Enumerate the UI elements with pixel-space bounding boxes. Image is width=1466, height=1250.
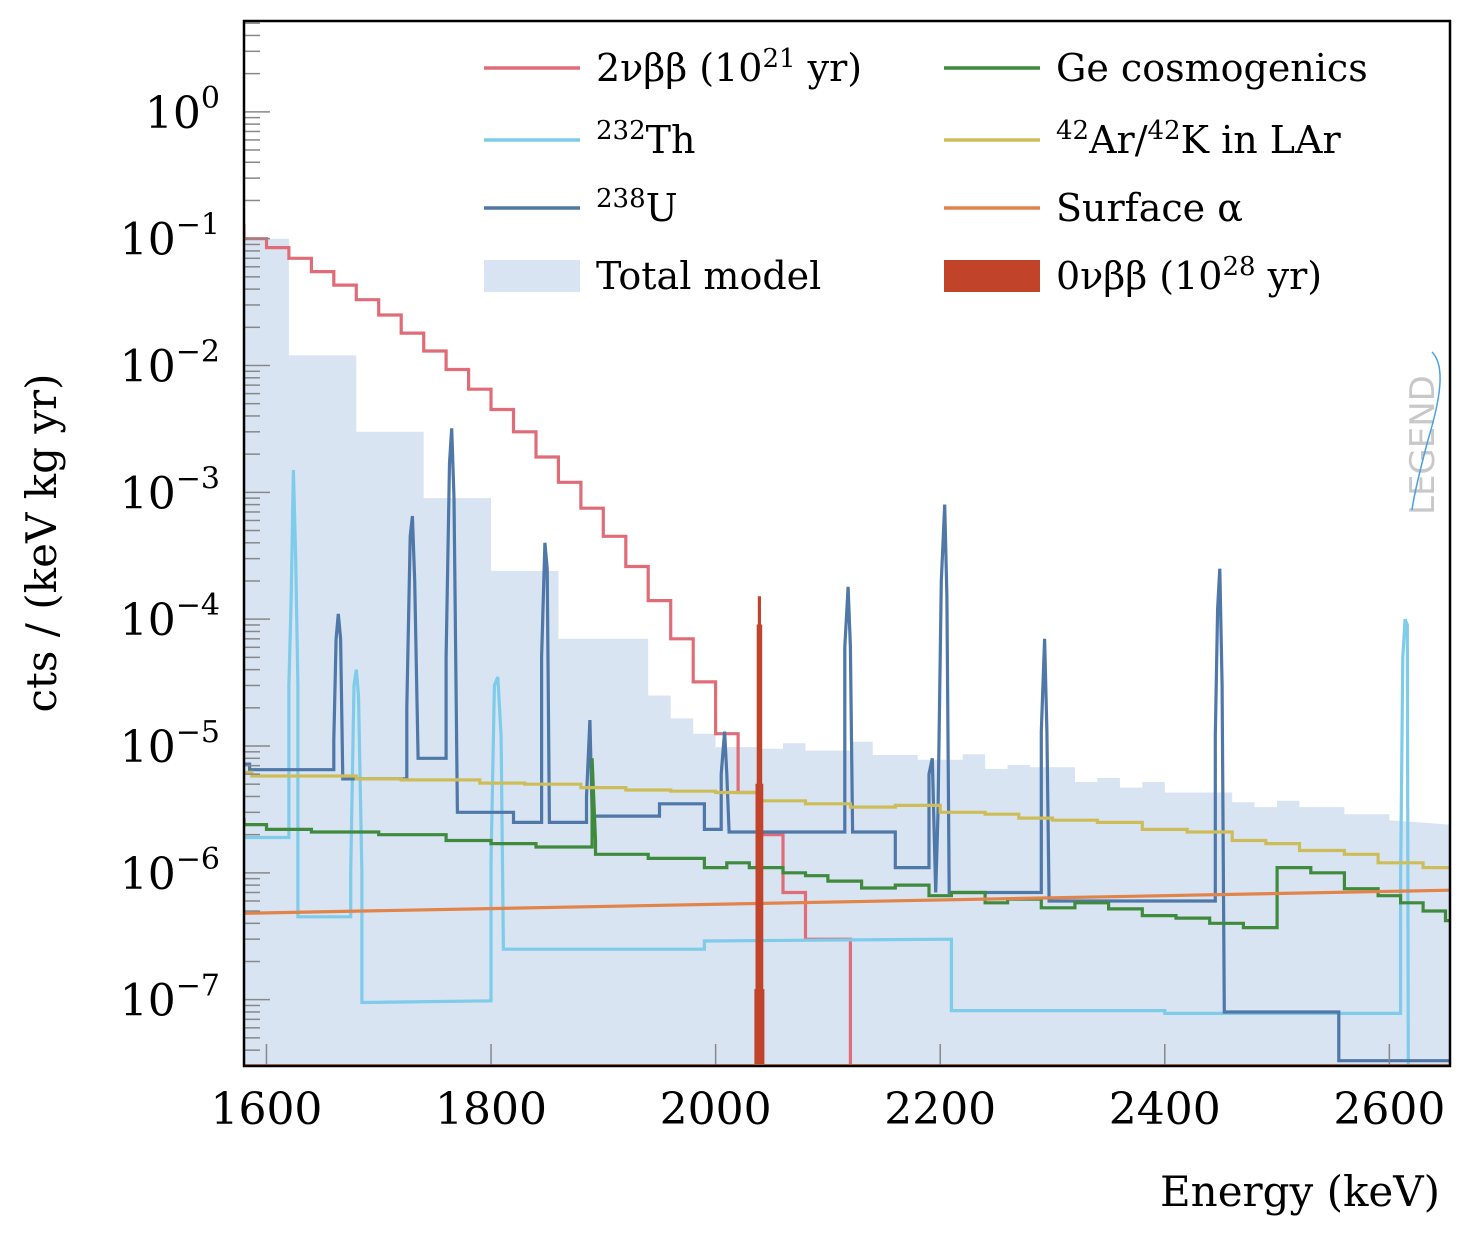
watermark-text: LEGEND <box>1403 375 1443 515</box>
x-tick-label: 2600 <box>1333 1084 1445 1135</box>
plot-frame <box>242 19 1452 1068</box>
y-tick-label: 10−3 <box>120 461 220 519</box>
legend-entry-0-10-28-yr: 0νββ (1028 yr) <box>944 252 1322 298</box>
y-tick-label: 10−5 <box>120 715 220 773</box>
y-tick-label: 10−7 <box>120 969 220 1027</box>
legend-entry-total-model: Total model <box>484 254 821 298</box>
watermark-wave-icon <box>1411 351 1441 511</box>
legend-collaboration-watermark: LEGEND <box>1403 351 1443 515</box>
total-model-fill-layer <box>244 238 1450 1066</box>
legend-label: Surface α <box>1056 186 1243 230</box>
legend-label: 232Th <box>596 116 695 162</box>
legend-label: 42Ar/42K in LAr <box>1056 116 1341 162</box>
y-tick-labels: 100 10−1 10−2 10−3 10−4 10−5 10−6 10−7 <box>120 81 220 1027</box>
y-tick-label: 10−1 <box>120 208 220 266</box>
x-tick-labels: 1600 1800 2000 2200 2400 2600 <box>210 1084 1445 1135</box>
legend-label: Total model <box>596 254 821 298</box>
legend-swatch <box>944 260 1040 292</box>
x-tick-label: 2400 <box>1109 1084 1221 1135</box>
y-tick-label: 10−6 <box>120 842 220 900</box>
legend-label: 238U <box>596 184 678 230</box>
y-tick-label: 10−2 <box>120 334 220 392</box>
x-tick-label: 2000 <box>660 1084 772 1135</box>
y-tick-label: 100 <box>145 81 220 139</box>
legend: 2νββ (1021 yr) Ge cosmogenics 232Th 42Ar/42… <box>484 44 1368 298</box>
legend-entry-ge-cosmogenics: Ge cosmogenics <box>944 46 1368 90</box>
y-axis-title: cts / (keV kg yr) <box>17 373 66 712</box>
legend-entry-surface: Surface α <box>944 186 1243 230</box>
x-tick-label: 2200 <box>884 1084 996 1135</box>
series-238u-line <box>244 428 1450 1063</box>
series-ge-cosmogenics-line <box>244 758 1450 930</box>
y-tick-label: 10−4 <box>120 588 220 646</box>
x-axis-title: Energy (keV) <box>1160 1167 1440 1216</box>
legend-entry-42ar-42k-in-lar: 42Ar/42K in LAr <box>944 116 1341 162</box>
legend-entry-232th: 232Th <box>484 116 695 162</box>
series-surface-line <box>244 888 1450 915</box>
series-0-10-28-yr-peak <box>754 596 765 1066</box>
x-tick-label: 1800 <box>435 1084 547 1135</box>
legend-swatch <box>484 260 580 292</box>
legend-label: 0νββ (1028 yr) <box>1056 252 1322 298</box>
legend-label: 2νββ (1021 yr) <box>596 44 862 90</box>
legend-entry-2-10-21-yr: 2νββ (1021 yr) <box>484 44 862 90</box>
series-total-model-area <box>244 238 1450 1066</box>
series-232th-line <box>244 469 1412 1066</box>
legend-label: Ge cosmogenics <box>1056 46 1368 90</box>
x-tick-label: 1600 <box>210 1084 322 1135</box>
legend-entry-238u: 238U <box>484 184 678 230</box>
series-42ar-42k-in-lar-line <box>244 770 1450 870</box>
